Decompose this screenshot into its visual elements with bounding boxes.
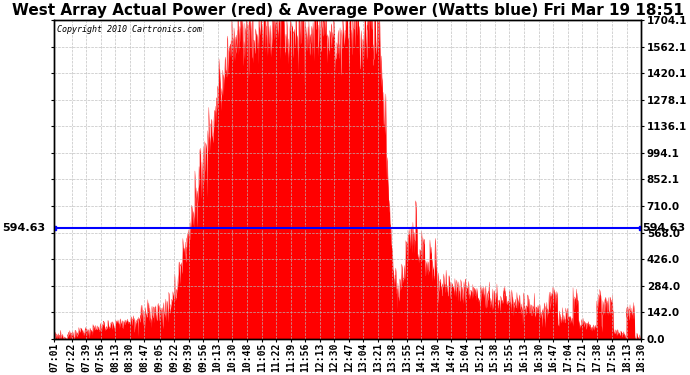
Text: 594.63: 594.63 [2,223,45,232]
Text: 594.63: 594.63 [642,223,685,232]
Text: Copyright 2010 Cartronics.com: Copyright 2010 Cartronics.com [57,25,202,34]
Title: West Array Actual Power (red) & Average Power (Watts blue) Fri Mar 19 18:51: West Array Actual Power (red) & Average … [12,3,684,18]
